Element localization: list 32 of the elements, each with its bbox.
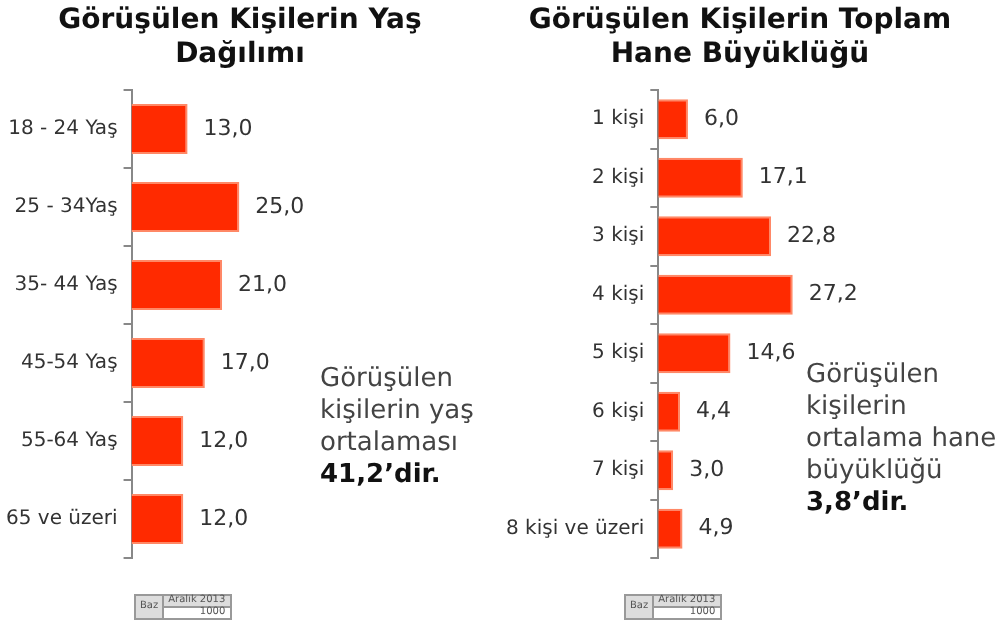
data-label: 3,0 xyxy=(689,455,725,482)
y-tick-label: 25 - 34Yaş xyxy=(14,196,118,219)
y-tick-label: 2 kişi xyxy=(592,166,645,189)
data-label: 27,2 xyxy=(808,280,858,307)
data-label: 17,0 xyxy=(220,348,270,375)
data-label: 22,8 xyxy=(786,221,836,248)
data-label: 14,6 xyxy=(746,338,796,365)
data-label: 12,0 xyxy=(199,426,249,453)
chart-title: Görüşülen Kişilerin Yaş Dağılımı xyxy=(56,4,424,72)
chart-title: Görüşülen Kişilerin Toplam Hane Büyüklüğü xyxy=(526,4,954,72)
y-tick-label: 65 ve üzeri xyxy=(6,508,118,531)
data-label: 12,0 xyxy=(199,504,249,531)
data-label: 21,0 xyxy=(238,270,288,297)
data-label: 4,4 xyxy=(696,397,732,424)
y-tick-label: 8 kişi ve üzeri xyxy=(506,517,645,540)
y-tick-label: 55-64 Yaş xyxy=(20,430,118,453)
y-tick-label: 5 kişi xyxy=(592,342,645,365)
y-tick-label: 4 kişi xyxy=(592,283,645,306)
y-tick-label: 6 kişi xyxy=(592,400,645,423)
y-tick-label: 7 kişi xyxy=(592,459,645,482)
y-tick-label: 45-54 Yaş xyxy=(20,352,118,375)
data-label: 6,0 xyxy=(703,104,739,131)
y-tick-label: 18 - 24 Yaş xyxy=(8,118,118,141)
text: Görüşülen kişilerin yaş ortalaması 41,2’dir. xyxy=(320,364,476,492)
data-label: 17,1 xyxy=(758,163,808,190)
y-tick-label: 1 kişi xyxy=(592,108,645,131)
data-label: 4,9 xyxy=(698,514,734,541)
y-tick-label: 3 kişi xyxy=(592,225,645,248)
data-label: 13,0 xyxy=(203,114,253,141)
data-label: 25,0 xyxy=(255,192,305,219)
y-tick-label: 35- 44 Yaş xyxy=(14,274,118,297)
text: Görüşülen kişilerin ortalama hane büyüklüğü 3,8’dir. xyxy=(806,360,999,520)
